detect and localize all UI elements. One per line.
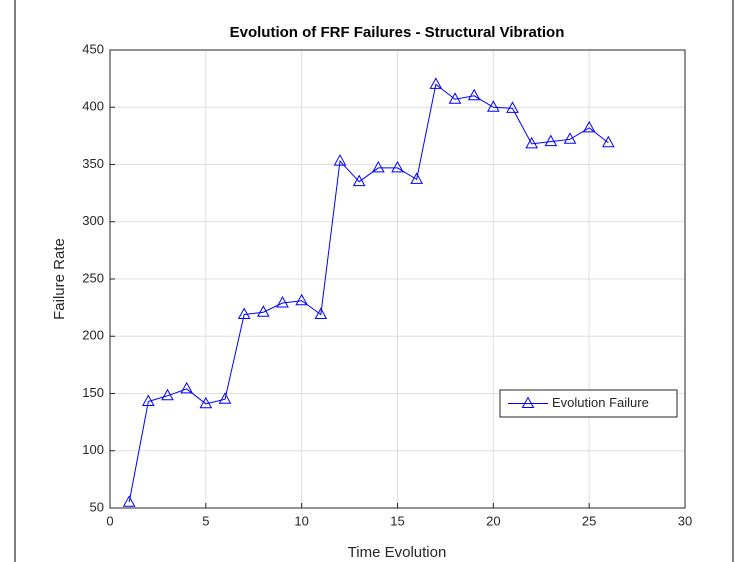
data-point — [333, 154, 347, 166]
y-tick-label: 450 — [82, 41, 104, 56]
y-tick-label: 150 — [82, 385, 104, 400]
x-tick-label: 5 — [202, 513, 209, 528]
data-point — [256, 305, 270, 317]
data-point — [141, 394, 155, 407]
data-point — [371, 160, 385, 173]
data-point — [237, 307, 251, 319]
data-point — [180, 381, 194, 394]
data-point — [122, 495, 136, 507]
y-tick-label: 350 — [82, 156, 104, 171]
data-point — [352, 174, 366, 187]
data-point — [391, 160, 404, 173]
x-tick-label: 30 — [678, 513, 692, 528]
legend-label: Evolution Failure — [552, 395, 649, 410]
x-tick-label: 15 — [390, 513, 404, 528]
data-point — [448, 92, 462, 104]
chart-title: Evolution of FRF Failures - Structural V… — [230, 24, 565, 41]
y-tick-label: 50 — [90, 499, 104, 514]
data-point — [563, 132, 577, 144]
data-point — [410, 172, 424, 184]
data-point — [199, 396, 213, 409]
data-point — [429, 77, 443, 89]
frame — [14, 0, 734, 562]
data-point — [467, 88, 481, 101]
data-point — [506, 101, 519, 113]
x-tick-label: 25 — [582, 513, 596, 528]
data-point — [601, 135, 615, 148]
x-tick-label: 0 — [106, 513, 113, 528]
x-axis-label: Time Evolution — [348, 544, 447, 561]
legend-marker — [521, 396, 535, 408]
x-tick-label: 20 — [486, 513, 500, 528]
data-point — [161, 388, 174, 401]
data-point — [314, 307, 328, 319]
data-point — [544, 134, 558, 147]
data-point — [218, 392, 232, 404]
data-point — [525, 136, 539, 149]
y-tick-label: 100 — [82, 442, 104, 457]
y-tick-label: 300 — [82, 213, 104, 228]
data-point — [295, 293, 309, 306]
y-tick-label: 250 — [82, 270, 104, 285]
y-tick-label: 200 — [82, 328, 104, 343]
data-point — [276, 296, 289, 308]
data-point — [582, 120, 596, 133]
y-tick-label: 400 — [82, 99, 104, 114]
x-tick-label: 10 — [294, 513, 308, 528]
y-axis-label: Failure Rate — [51, 238, 68, 320]
data-point — [486, 100, 500, 112]
axes-box — [109, 49, 686, 509]
